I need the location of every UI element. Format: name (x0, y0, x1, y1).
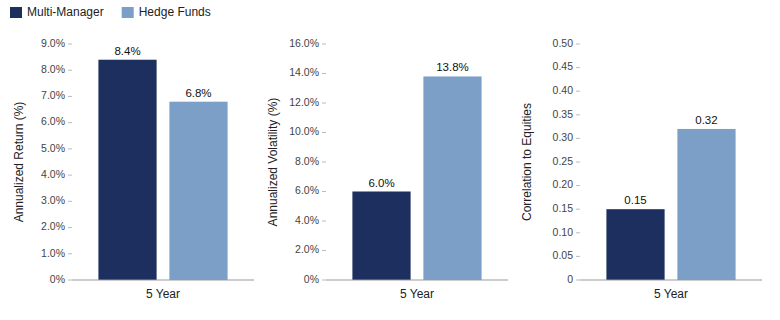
y-axis-label: Annualized Return (%) (12, 102, 26, 223)
chart-panel: Annualized Volatility (%) 0% 2.0% 4.0% 6.0% 8… (266, 37, 508, 301)
y-tick-label: 0.40 (553, 84, 574, 96)
x-tick-label: 5 Year (654, 287, 688, 301)
bar (423, 76, 481, 280)
bar (169, 102, 227, 280)
y-tick-label: 14.0% (289, 66, 319, 78)
figure: Multi-Manager Hedge Funds Annualized Retur… (0, 0, 780, 320)
data-label: 0.15 (624, 194, 646, 206)
y-axis-label: Annualized Volatility (%) (266, 98, 280, 227)
y-tick-label: 0.15 (553, 202, 574, 214)
y-tick (322, 73, 326, 74)
chart-panel: Annualized Return (%) 0% 1.0% 2.0% 3.0% 4.0% 5… (12, 37, 254, 301)
y-tick-label: 6.0% (295, 184, 319, 196)
legend-label: Hedge Funds (139, 5, 211, 19)
x-axis-line (326, 280, 508, 281)
y-tick (576, 232, 580, 233)
legend-swatch (10, 7, 22, 18)
y-tick-label: 4.0% (41, 168, 65, 180)
y-tick-label: 0.45 (553, 60, 574, 72)
y-tick (322, 103, 326, 104)
y-tick (576, 209, 580, 210)
y-tick (576, 91, 580, 92)
x-tick-label: 5 Year (146, 287, 180, 301)
y-tick-label: 0 (567, 273, 573, 285)
y-tick-label: 9.0% (41, 37, 65, 49)
y-tick-label: 2.0% (295, 243, 319, 255)
y-tick (68, 44, 72, 45)
y-tick-label: 0.10 (553, 226, 574, 238)
y-tick (576, 162, 580, 163)
y-tick-label: 10.0% (289, 125, 319, 137)
y-tick (322, 250, 326, 251)
chart-panel: Correlation to Equities 0 0.05 0.10 0.15 0.20… (520, 37, 762, 301)
bar (606, 209, 664, 280)
y-tick (68, 280, 72, 281)
bar (98, 60, 156, 280)
y-tick (68, 201, 72, 202)
y-tick-label: 8.0% (41, 63, 65, 75)
y-tick (576, 280, 580, 281)
y-axis: 0 0.05 0.10 0.15 0.20 0.25 0.30 0.35 0.40 0.45 0.5… (553, 37, 580, 285)
y-tick-label: 0.05 (553, 249, 574, 261)
y-tick-label: 0.35 (553, 108, 574, 120)
data-label: 13.8% (436, 61, 469, 73)
y-tick (68, 175, 72, 176)
y-tick (576, 114, 580, 115)
y-tick-label: 0.25 (553, 155, 574, 167)
data-labels: 6.0% 13.8% (368, 61, 468, 188)
y-tick-label: 0.30 (553, 131, 574, 143)
y-tick-label: 0.20 (553, 178, 574, 190)
y-tick (576, 256, 580, 257)
data-label: 8.4% (114, 45, 140, 57)
y-tick (322, 191, 326, 192)
data-labels: 8.4% 6.8% (114, 45, 211, 99)
data-labels: 0.15 0.32 (624, 114, 717, 206)
legend: Multi-Manager Hedge Funds (10, 5, 211, 19)
y-tick (68, 227, 72, 228)
y-tick-label: 5.0% (41, 142, 65, 154)
y-tick (322, 221, 326, 222)
y-tick-label: 0% (50, 273, 65, 285)
y-tick-label: 16.0% (289, 37, 319, 49)
y-tick-label: 4.0% (295, 214, 319, 226)
y-tick (68, 70, 72, 71)
y-tick-label: 7.0% (41, 89, 65, 101)
y-tick-label: 8.0% (295, 155, 319, 167)
data-label: 0.32 (695, 114, 717, 126)
bars (352, 76, 481, 280)
y-tick (576, 138, 580, 139)
y-axis: 0% 2.0% 4.0% 6.0% 8.0% 10.0% 12.0% 14.0% 16.0% (289, 37, 326, 285)
y-tick (68, 148, 72, 149)
y-tick (68, 122, 72, 123)
y-tick-label: 12.0% (289, 96, 319, 108)
y-tick (322, 280, 326, 281)
y-tick (68, 96, 72, 97)
bar (352, 192, 410, 281)
y-tick (322, 44, 326, 45)
x-tick-label: 5 Year (400, 287, 434, 301)
bars (606, 129, 735, 280)
y-tick-label: 0% (304, 273, 319, 285)
legend-swatch (122, 7, 134, 18)
y-tick (322, 162, 326, 163)
y-tick (576, 185, 580, 186)
y-axis-label: Correlation to Equities (520, 103, 534, 221)
data-label: 6.8% (185, 87, 211, 99)
y-tick (322, 132, 326, 133)
y-tick (576, 67, 580, 68)
y-tick-label: 3.0% (41, 194, 65, 206)
y-tick (68, 253, 72, 254)
y-tick-label: 0.50 (553, 37, 574, 49)
y-tick-label: 6.0% (41, 115, 65, 127)
x-axis-line (580, 280, 762, 281)
x-axis-line (72, 280, 254, 281)
y-tick (576, 44, 580, 45)
y-tick-label: 2.0% (41, 220, 65, 232)
y-axis: 0% 1.0% 2.0% 3.0% 4.0% 5.0% 6.0% 7.0% 8.0% 9.0% (41, 37, 72, 285)
bar (677, 129, 735, 280)
bars (98, 60, 227, 280)
y-tick-label: 1.0% (41, 247, 65, 259)
legend-label: Multi-Manager (27, 5, 104, 19)
data-label: 6.0% (368, 177, 394, 189)
